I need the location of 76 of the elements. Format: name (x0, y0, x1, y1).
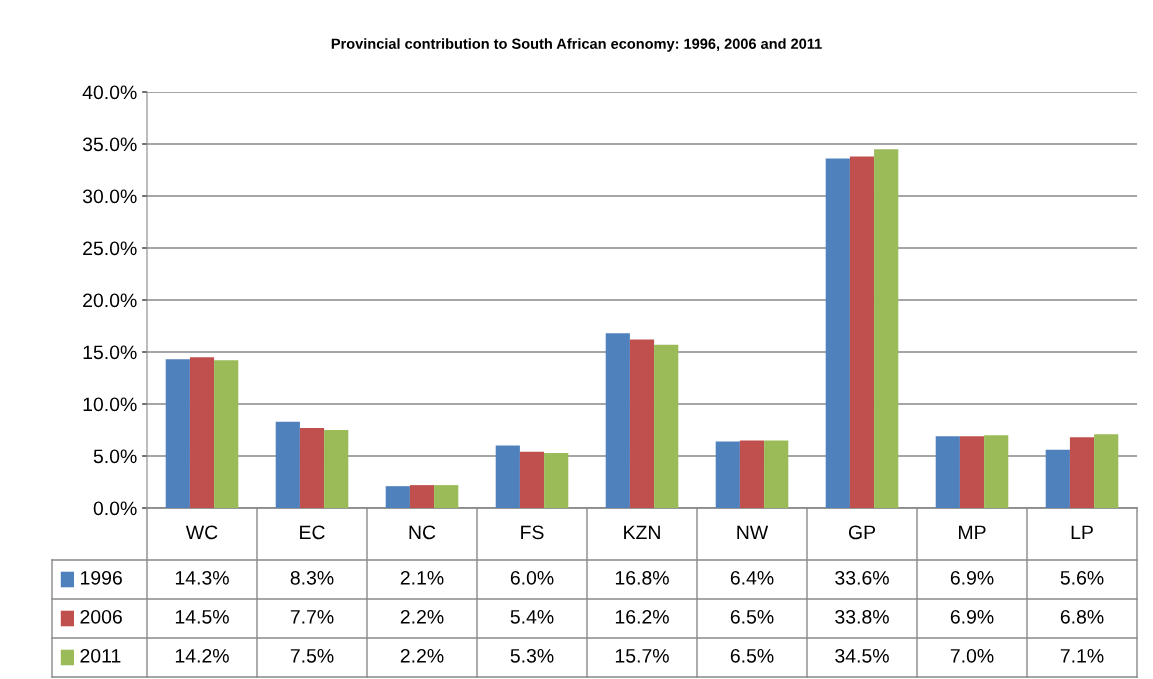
y-tick-label: 10.0% (83, 397, 137, 412)
bar (434, 485, 459, 508)
data-label: 5.3% (510, 648, 554, 663)
data-label: 34.5% (835, 648, 889, 663)
y-tick-label: 20.0% (83, 293, 137, 308)
x-tick-label: MP (959, 525, 986, 540)
x-tick-label: WC (185, 525, 218, 540)
bar (214, 360, 239, 508)
x-tick-label: NC (409, 525, 436, 540)
x-tick-label: EC (300, 525, 325, 540)
bar (495, 445, 520, 508)
data-label: 6.9% (950, 570, 994, 585)
y-tick-label: 30.0% (82, 189, 137, 204)
bar (1045, 449, 1070, 508)
bar (385, 486, 410, 508)
bar (605, 333, 630, 508)
x-tick-label: GP (848, 525, 876, 540)
y-tick-label: 0.0% (93, 501, 137, 516)
bar (654, 344, 679, 508)
y-tick-label: 35.0% (82, 137, 137, 152)
data-label: 2.1% (400, 570, 444, 585)
legend-label: 2011 (80, 648, 121, 663)
data-label: 15.7% (615, 649, 669, 663)
bar (715, 441, 740, 508)
bar (275, 421, 300, 508)
x-tick-label: KZN (624, 525, 660, 540)
data-label: 6.9% (950, 609, 994, 624)
data-label: 14.2% (175, 648, 229, 663)
data-label: 2.2% (400, 609, 444, 624)
bar (874, 149, 899, 508)
bar (409, 485, 435, 508)
x-tick-label: LP (1071, 525, 1093, 540)
y-tick-label: 40.0% (82, 85, 137, 100)
legend-label: 2006 (80, 609, 122, 624)
bar (189, 357, 215, 508)
bar (324, 430, 349, 508)
bar (1094, 434, 1119, 508)
data-label: 7.7% (290, 610, 334, 624)
bar (629, 339, 655, 508)
data-label: 7.5% (290, 649, 334, 663)
bar (739, 440, 765, 508)
data-label: 14.3% (175, 570, 229, 585)
x-tick-label: NW (737, 525, 769, 540)
bar (959, 436, 985, 508)
bar (825, 158, 850, 508)
bar (519, 451, 545, 508)
data-label: 16.2% (615, 609, 669, 624)
data-label: 14.5% (175, 610, 229, 624)
data-label: 6.4% (730, 570, 774, 585)
bar (1069, 437, 1095, 508)
legend-label: 1996 (80, 570, 122, 585)
bar (935, 436, 960, 508)
data-label: 5.4% (510, 610, 554, 624)
data-label: 16.8% (615, 570, 669, 585)
bar (764, 440, 789, 508)
data-label: 8.3% (290, 570, 334, 585)
data-label: 6.5% (730, 609, 774, 624)
data-label: 5.6% (1060, 570, 1104, 585)
bar (984, 435, 1009, 508)
bar (299, 427, 325, 508)
y-tick-label: 25.0% (83, 241, 137, 256)
x-tick-label: FS (521, 525, 544, 540)
bar (544, 452, 569, 508)
y-tick-label: 5.0% (93, 449, 137, 464)
data-label: 2.2% (400, 648, 444, 663)
data-label: 6.0% (510, 570, 554, 585)
data-label: 6.8% (1060, 609, 1104, 624)
data-label: 33.6% (835, 570, 889, 585)
bar (849, 156, 875, 508)
data-label: 33.8% (835, 609, 889, 624)
chart-title: Provincial contribution to South African economy: 1996, 2006 and 2011 (331, 38, 822, 52)
data-label: 7.1% (1060, 649, 1104, 663)
data-label: 6.5% (730, 648, 774, 663)
y-tick-label: 15.0% (83, 345, 137, 360)
bar (165, 359, 190, 508)
data-label: 7.0% (950, 648, 994, 663)
